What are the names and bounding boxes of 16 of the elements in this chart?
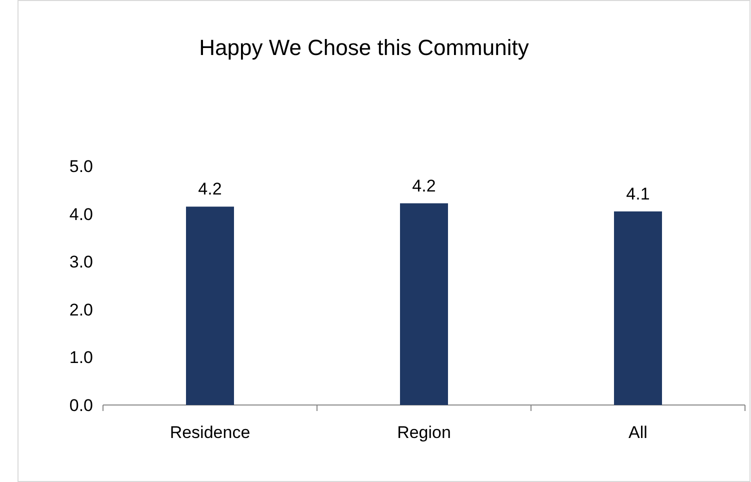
y-tick-label: 1.0	[69, 348, 93, 368]
bar	[186, 206, 234, 405]
bar	[400, 203, 448, 405]
bar	[614, 211, 662, 405]
y-tick-label: 2.0	[69, 300, 93, 320]
y-tick-label: 4.0	[69, 204, 93, 224]
y-tick-label: 3.0	[69, 252, 93, 272]
data-label: 4.1	[626, 184, 650, 204]
y-tick-label: 5.0	[69, 156, 93, 176]
data-label: 4.2	[198, 180, 222, 199]
x-tick-label: All	[628, 423, 648, 442]
x-tick-label: Region	[397, 423, 451, 442]
x-tick-label: Residence	[170, 423, 250, 442]
chart-title: Happy We Chose this Community	[199, 35, 529, 60]
y-tick-label: 0.0	[69, 396, 93, 415]
data-label: 4.2	[412, 176, 436, 196]
